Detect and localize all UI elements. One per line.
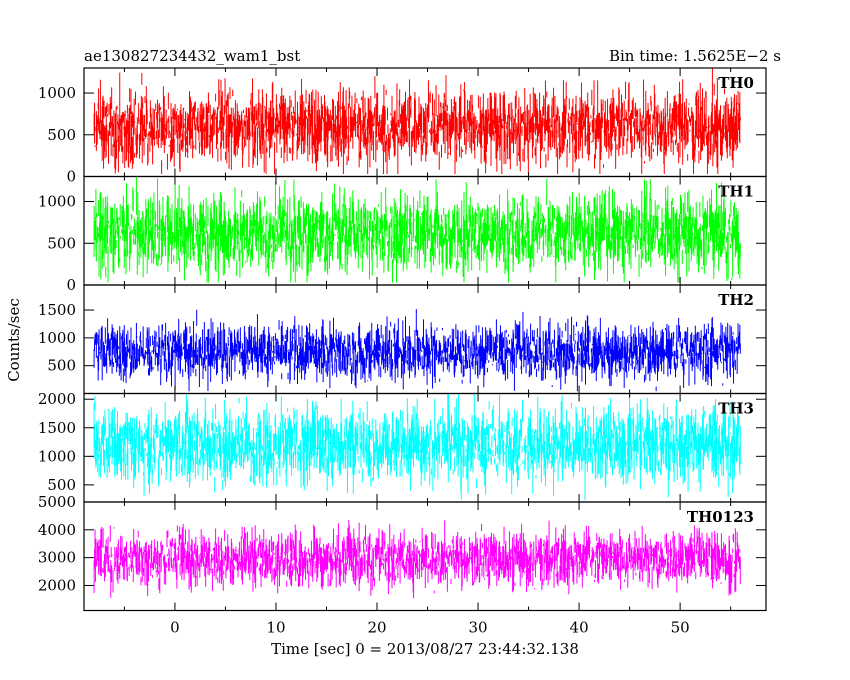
y-tick-label: 1000 xyxy=(38,193,76,211)
y-tick-label: 2000 xyxy=(38,576,76,594)
y-tick-label: 500 xyxy=(47,476,76,494)
series-th3 xyxy=(93,393,741,501)
x-tick-label: 20 xyxy=(367,619,386,637)
series-th2 xyxy=(93,309,741,392)
y-tick-label: 1000 xyxy=(38,329,76,347)
x-tick-label: 10 xyxy=(266,619,285,637)
y-tick-label: 500 xyxy=(47,126,76,144)
panel-th0: 0 500 1000 TH0 xyxy=(38,67,767,186)
panel-frame xyxy=(83,501,767,612)
y-tick-label: 1500 xyxy=(38,301,76,319)
panel-th2: 500 1000 1500 TH2 xyxy=(38,284,767,395)
y-tick-label: 4000 xyxy=(38,521,76,539)
y-tick-label: 5000 xyxy=(38,493,76,511)
y-tick-label: 500 xyxy=(47,357,76,375)
chart-title: ae130827234432_wam1_bst xyxy=(84,47,300,65)
y-tick-label: 0 xyxy=(66,168,76,186)
x-tick-label: 30 xyxy=(468,619,487,637)
y-tick-label: 1500 xyxy=(38,419,76,437)
panel-label: TH3 xyxy=(718,400,754,418)
y-tick-label: 0 xyxy=(66,276,76,294)
panel-th3: 500 1000 1500 2000 TH3 xyxy=(38,390,767,503)
panel-th1: 0 500 1000 TH1 xyxy=(38,175,767,294)
series-th1 xyxy=(93,176,741,283)
x-tick-label: 0 xyxy=(170,619,180,637)
bin-time-label: Bin time: 1.5625E−2 s xyxy=(609,47,781,65)
panel-label: TH2 xyxy=(718,291,754,309)
panel-th0123: 2000 3000 4000 5000 TH0123 xyxy=(38,493,767,612)
y-tick-label: 3000 xyxy=(38,549,76,567)
y-tick-label: 1000 xyxy=(38,447,76,465)
y-tick-label: 2000 xyxy=(38,390,76,408)
x-axis-label: Time [sec] 0 = 2013/08/27 23:44:32.138 xyxy=(271,640,579,658)
y-tick-label: 500 xyxy=(47,234,76,252)
series-th0 xyxy=(93,68,741,174)
series-th0123 xyxy=(93,520,741,599)
panels: 05001000TH005001000TH150010001500TH25001… xyxy=(38,67,767,637)
x-tick-label: 40 xyxy=(570,619,589,637)
x-tick-label: 50 xyxy=(671,619,690,637)
y-tick-label: 1000 xyxy=(38,84,76,102)
panel-label: TH0123 xyxy=(687,508,754,526)
panel-label: TH1 xyxy=(718,183,754,201)
y-axis-label: Counts/sec xyxy=(5,298,23,382)
panel-label: TH0 xyxy=(718,74,754,92)
